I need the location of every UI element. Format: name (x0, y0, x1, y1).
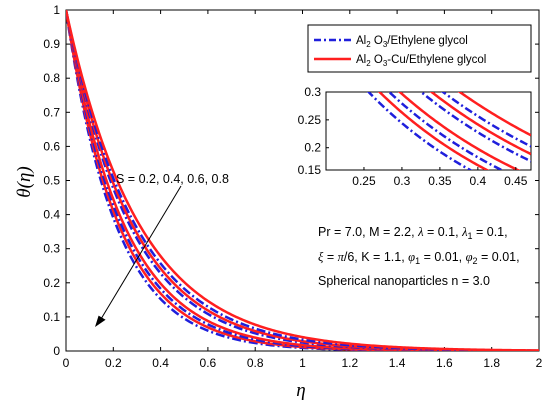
inset-y-tick-label: 0.2 (304, 141, 321, 155)
x-tick-label: 2 (536, 356, 543, 370)
inset-curve-group (366, 92, 531, 170)
x-tick-label: 0.8 (247, 356, 264, 370)
legend-label-al2o3: Al2 O3/Ethylene glycol (356, 35, 468, 49)
inset-x-tick-label: 0.25 (352, 174, 376, 188)
s-increase-arrow (100, 185, 182, 320)
x-tick-label: 1.2 (341, 356, 358, 370)
x-axis-ticks: 0 0.2 0.4 0.6 0.8 1 1.2 1.4 1.6 1.8 2 (63, 10, 543, 370)
y-tick-label: 0.3 (43, 242, 60, 256)
legend-box (307, 24, 532, 73)
inset-x-tick-label: 0.4 (470, 174, 487, 188)
y-tick-label: 0.9 (43, 37, 60, 51)
zoom-inset: 0.25 0.3 0.35 0.4 0.45 0.15 0.2 0.25 0.3 (298, 85, 532, 188)
y-axis-label: θ(η) (14, 166, 35, 197)
y-tick-label: 0.5 (43, 174, 60, 188)
inset-curve-al2o3-s0.6 (419, 92, 531, 163)
x-tick-label: 0.4 (152, 356, 169, 370)
param-line-1: Pr = 7.0, M = 2.2, λ = 0.1, λ1 = 0.1, (318, 225, 508, 241)
param-line-2: ξ = π/6, K = 1.1, φ1 = 0.01, φ2 = 0.01, (318, 250, 520, 266)
inset-curve-al2o3-s0.2 (366, 92, 473, 170)
inset-x-ticks: 0.25 0.3 0.35 0.4 0.45 (352, 167, 528, 188)
x-tick-label: 0.6 (200, 356, 217, 370)
legend: Al2 O3/Ethylene glycol Al2 O3-Cu/Ethylen… (307, 24, 532, 73)
y-tick-label: 0.7 (43, 105, 60, 119)
inset-curve-al2o3-s0.4 (387, 92, 505, 170)
inset-curve-al2o3-cu-s0.4 (397, 92, 521, 170)
curve-al2o3-cu-s0.8 (66, 10, 539, 351)
x-axis-label: η (296, 380, 305, 401)
y-tick-label: 0.6 (43, 139, 60, 153)
y-tick-label: 0.4 (43, 208, 60, 222)
inset-y-ticks: 0.15 0.2 0.25 0.3 (298, 85, 329, 177)
inset-y-tick-label: 0.15 (298, 163, 322, 177)
x-tick-label: 1 (299, 356, 306, 370)
inset-y-tick-label: 0.3 (304, 85, 321, 99)
legend-label-al2o3-cu: Al2 O3-Cu/Ethylene glycol (356, 54, 486, 68)
inset-frame (325, 91, 532, 171)
inset-curve-al2o3-cu-s0.8 (457, 92, 531, 137)
x-tick-label: 0.2 (105, 356, 122, 370)
inset-x-tick-label: 0.45 (504, 174, 528, 188)
inset-x-tick-label: 0.3 (394, 174, 411, 188)
y-tick-label: 1 (53, 3, 60, 17)
y-axis-ticks: 0 0.1 0.2 0.3 0.4 0.5 0.6 0.7 0.8 0.9 1 (43, 3, 539, 358)
inset-x-tick-label: 0.35 (428, 174, 452, 188)
x-tick-label: 0 (63, 356, 70, 370)
s-values-annotation: S = 0.2, 0.4, 0.6, 0.8 (116, 172, 229, 186)
inset-y-tick-label: 0.25 (298, 113, 322, 127)
inset-curve-al2o3-cu-s0.2 (377, 92, 490, 170)
x-tick-label: 1.4 (389, 356, 406, 370)
s-increase-arrowhead (95, 315, 106, 327)
x-tick-label: 1.6 (436, 356, 453, 370)
y-tick-label: 0.8 (43, 71, 60, 85)
param-line-3: Spherical nanoparticles n = 3.0 (318, 274, 490, 288)
x-tick-label: 1.8 (483, 356, 500, 370)
y-tick-label: 0 (53, 344, 60, 358)
inset-curve-al2o3-s0.8 (440, 92, 531, 148)
y-tick-label: 0.1 (43, 310, 60, 324)
y-tick-label: 0.2 (43, 276, 60, 290)
inset-curve-al2o3-cu-s0.6 (429, 92, 531, 156)
